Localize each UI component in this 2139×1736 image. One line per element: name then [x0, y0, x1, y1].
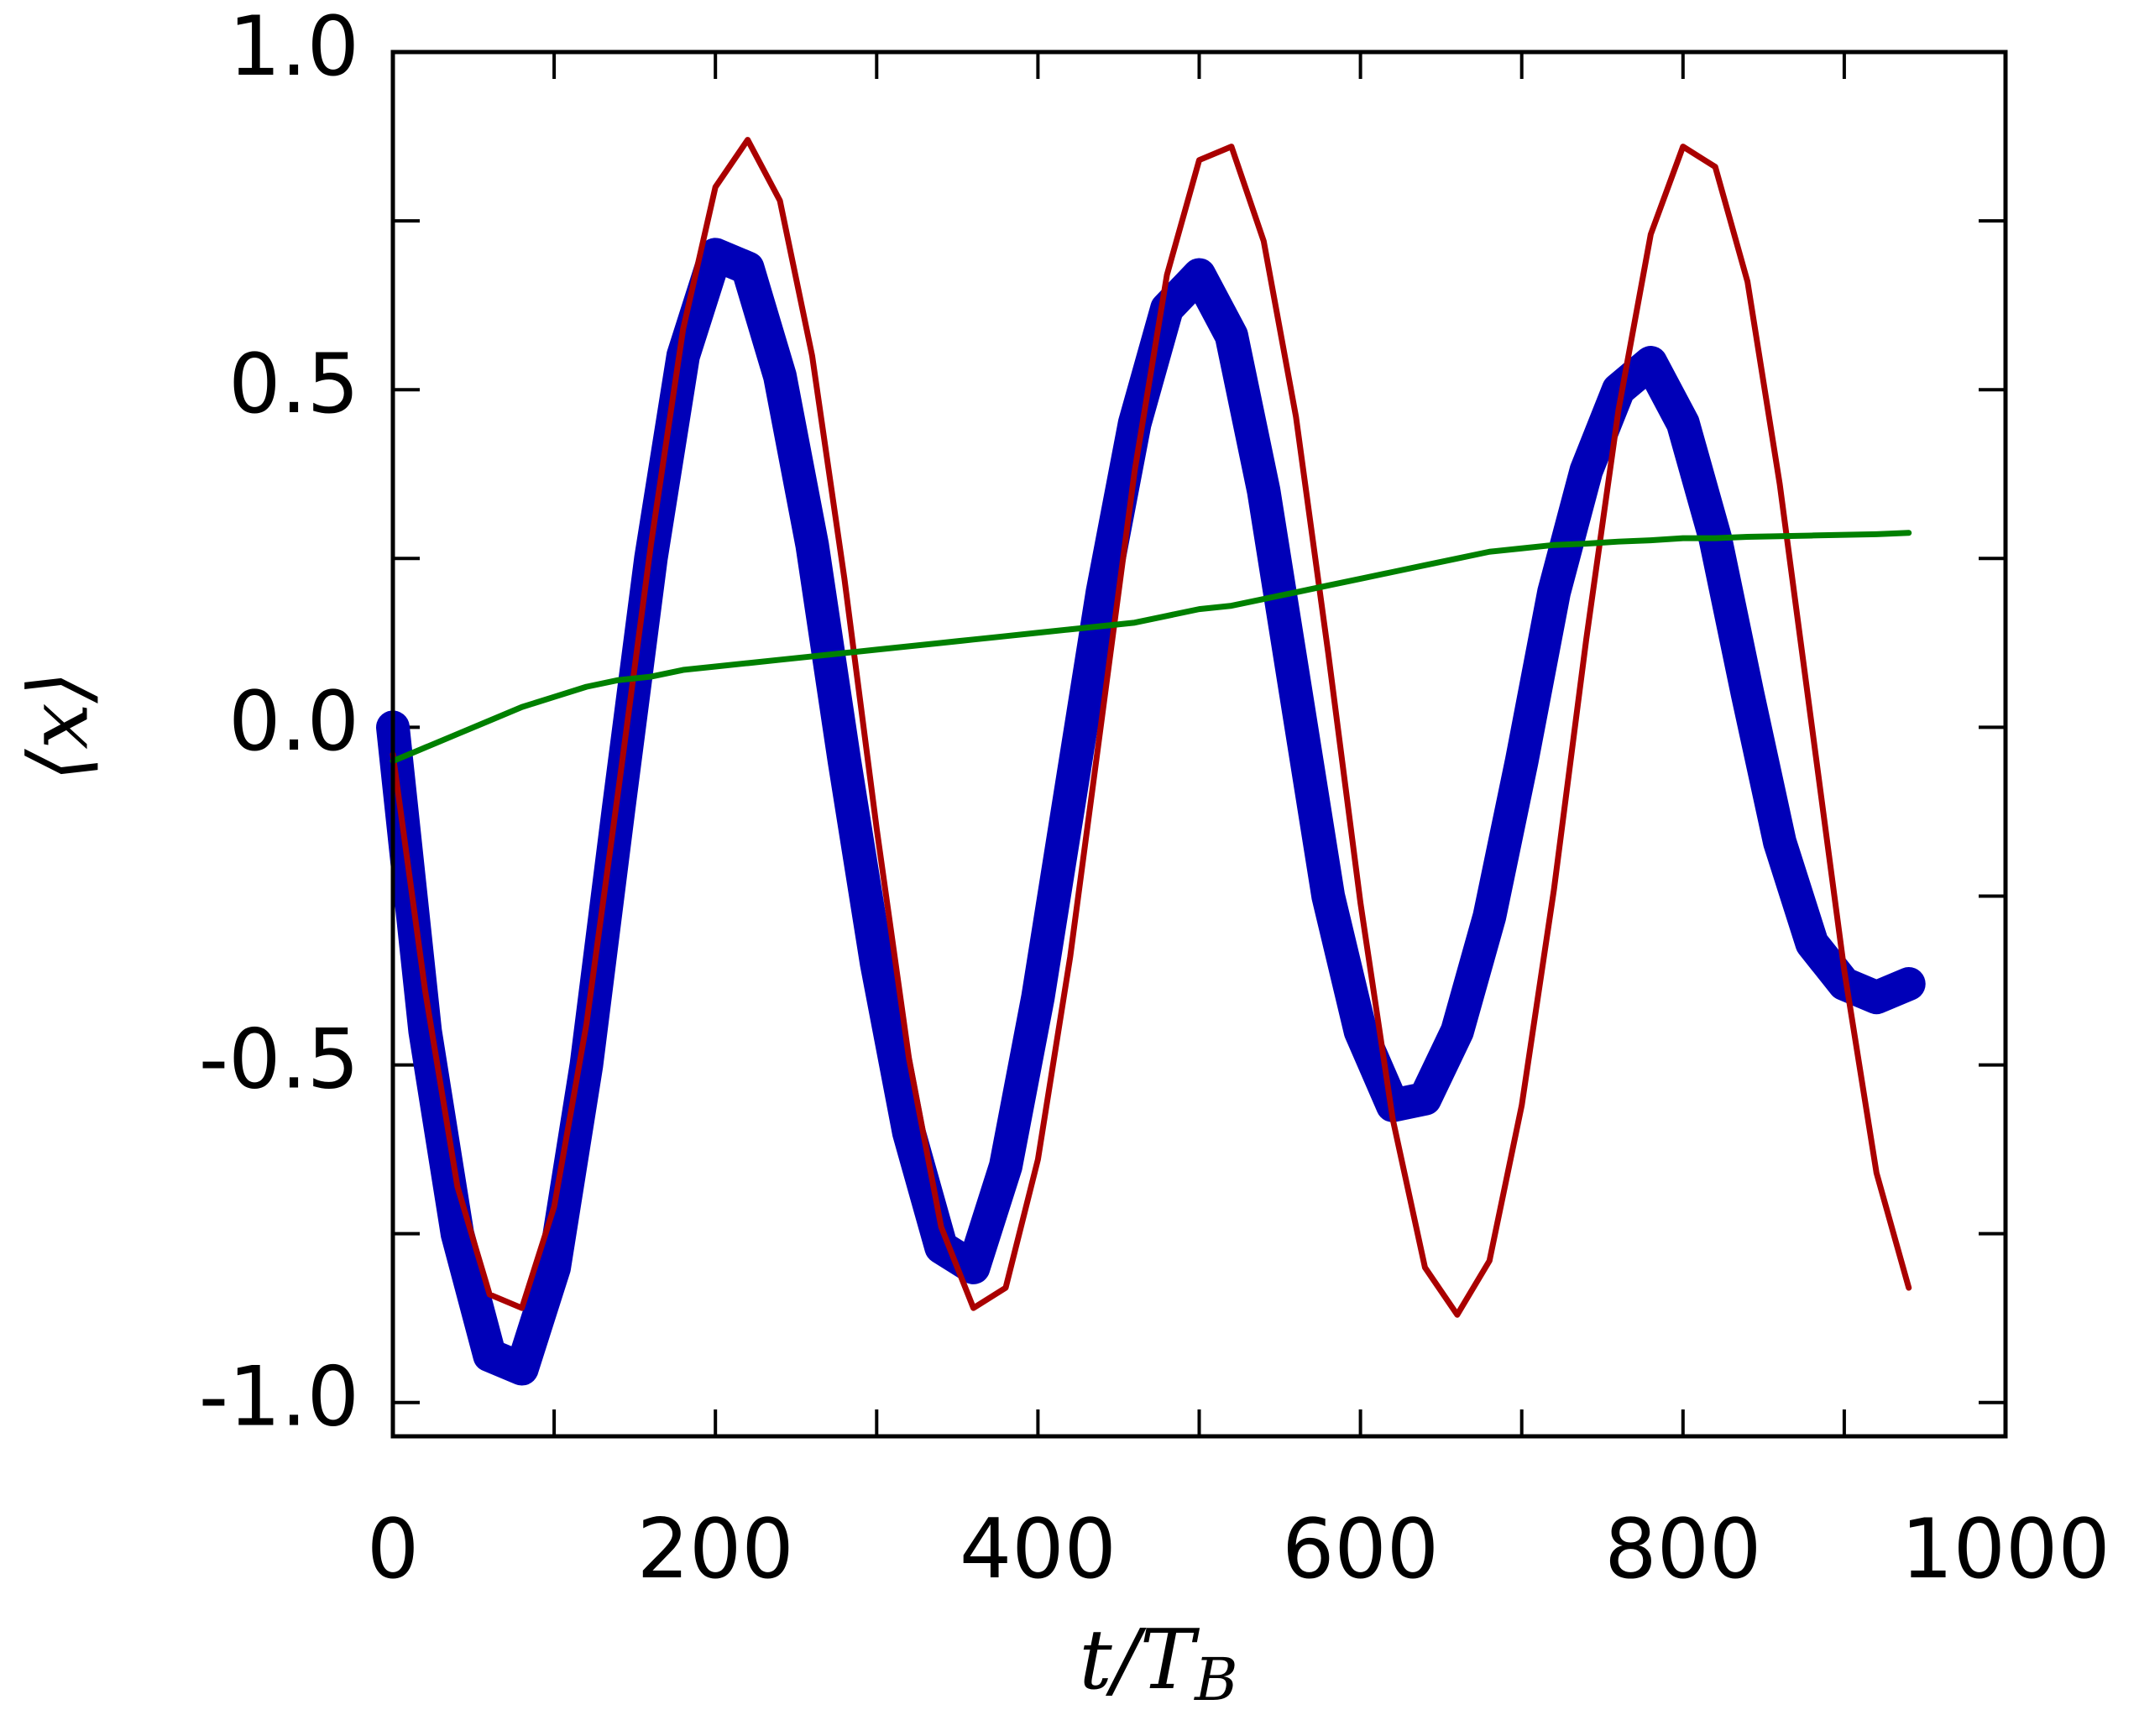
x-tick-label: 600 [1282, 1502, 1439, 1597]
data-line [390, 530, 1912, 765]
x-tick-label: 1000 [1901, 1502, 2110, 1597]
data-line [390, 137, 1912, 1318]
y-axis-label: ⟨x⟩ [12, 671, 107, 782]
plot-frame [390, 50, 2008, 1439]
y-tick-label: 0.5 [228, 337, 359, 432]
data-line [376, 238, 1926, 1386]
x-tick-label: 800 [1604, 1502, 1761, 1597]
x-label-main: t/T [1079, 1613, 1200, 1708]
x-axis-label: t/TB [1079, 1613, 1237, 1715]
x-label-sub: B [1193, 1645, 1237, 1714]
y-tick-label: 0.0 [228, 674, 359, 770]
y-tick-label: -0.5 [199, 1012, 359, 1107]
y-tick-label: 1.0 [228, 0, 359, 95]
y-tick-label: -1.0 [199, 1350, 359, 1446]
x-tick-label: 0 [367, 1502, 419, 1597]
x-tick-label: 400 [960, 1502, 1117, 1597]
x-tick-label: 200 [637, 1502, 794, 1597]
